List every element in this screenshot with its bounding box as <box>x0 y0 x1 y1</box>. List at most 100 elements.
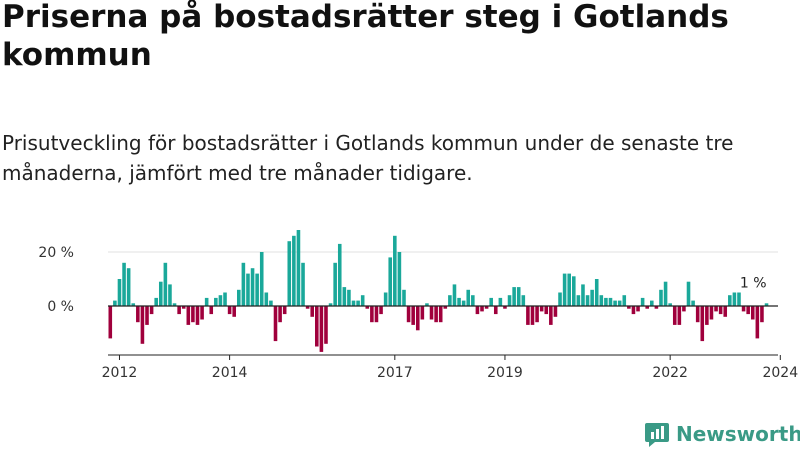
bar <box>278 306 282 323</box>
bar <box>218 295 223 306</box>
bar <box>319 306 324 352</box>
bar <box>493 306 498 315</box>
x-tick-label: 2022 <box>652 365 688 381</box>
bar <box>553 306 558 317</box>
bar <box>347 289 351 306</box>
axis-layer: 0 % 20 % 2012 2014 2017 2019 2022 2024 1 % <box>38 245 798 381</box>
bar <box>204 297 209 306</box>
bar <box>356 300 360 306</box>
bar <box>516 287 521 306</box>
bar <box>728 295 732 306</box>
bar <box>640 297 645 306</box>
bar <box>425 303 429 306</box>
bar <box>250 268 255 306</box>
bar <box>581 284 585 306</box>
bar <box>429 306 434 320</box>
bar <box>530 306 535 325</box>
bar <box>677 306 682 325</box>
bar <box>246 273 250 306</box>
bar <box>264 292 269 306</box>
bar <box>149 306 154 315</box>
bar <box>136 306 140 323</box>
bar <box>365 306 370 309</box>
x-tick-label: 2019 <box>487 365 523 381</box>
bars-layer <box>108 230 769 352</box>
bar <box>617 300 622 306</box>
bar <box>466 289 471 306</box>
bar <box>613 300 617 306</box>
bar <box>181 306 186 309</box>
bar <box>594 279 599 306</box>
bar <box>558 292 562 306</box>
y-tick-label: 0 % <box>47 299 74 315</box>
bar <box>406 306 411 323</box>
bar <box>668 303 672 306</box>
bar <box>191 306 195 323</box>
bar <box>388 257 393 306</box>
x-tick-label: 2017 <box>377 365 413 381</box>
bar <box>475 306 480 315</box>
bar <box>452 284 457 306</box>
bar <box>411 306 415 325</box>
bar <box>292 235 296 306</box>
bar <box>140 306 145 344</box>
bar <box>576 295 581 306</box>
bar <box>503 306 507 309</box>
bar <box>163 262 168 306</box>
bar <box>691 300 695 306</box>
y-tick-label: 20 % <box>38 245 74 261</box>
bar <box>645 306 649 309</box>
bar <box>737 292 741 306</box>
bar <box>590 289 594 306</box>
bar <box>672 306 677 325</box>
bar <box>755 306 760 339</box>
bar <box>145 306 149 325</box>
bar <box>741 306 746 312</box>
bar <box>113 300 117 306</box>
bar <box>746 306 750 315</box>
brand-logo: Newsworthy <box>644 418 800 450</box>
x-tick-label: 2014 <box>212 365 248 381</box>
bar <box>535 306 539 323</box>
bar <box>604 297 608 306</box>
bar <box>448 295 452 306</box>
bar <box>599 295 604 306</box>
bar <box>324 306 328 344</box>
bar <box>301 262 305 306</box>
page-title: Priserna på bostadsrätter steg i Gotland… <box>2 0 729 73</box>
bar <box>397 252 402 306</box>
bar <box>567 273 571 306</box>
bar <box>287 241 292 306</box>
bar <box>732 292 737 306</box>
bar <box>296 230 301 306</box>
bar <box>168 284 172 306</box>
bar <box>764 303 769 306</box>
bar <box>636 306 640 312</box>
bar <box>195 306 200 325</box>
bar <box>200 306 204 320</box>
x-tick-label: 2024 <box>762 365 798 381</box>
bar <box>434 306 438 323</box>
bar <box>374 306 379 323</box>
bar <box>154 297 158 306</box>
bar <box>177 306 181 315</box>
bar <box>420 306 425 320</box>
bar <box>562 273 567 306</box>
bar <box>255 273 259 306</box>
bar <box>663 281 668 306</box>
bar <box>402 289 406 306</box>
bar <box>438 306 443 323</box>
bar <box>484 306 489 309</box>
bar <box>351 300 356 306</box>
bar <box>723 306 728 317</box>
bar <box>650 300 654 306</box>
bar <box>126 268 131 306</box>
bar <box>232 306 236 317</box>
bar <box>695 306 700 323</box>
bar <box>227 306 232 315</box>
bar <box>315 306 319 347</box>
bar <box>415 306 420 331</box>
page-subtitle: Prisutveckling för bostadsrätter i Gotla… <box>2 131 734 185</box>
bar <box>585 295 590 306</box>
bar <box>654 306 659 309</box>
